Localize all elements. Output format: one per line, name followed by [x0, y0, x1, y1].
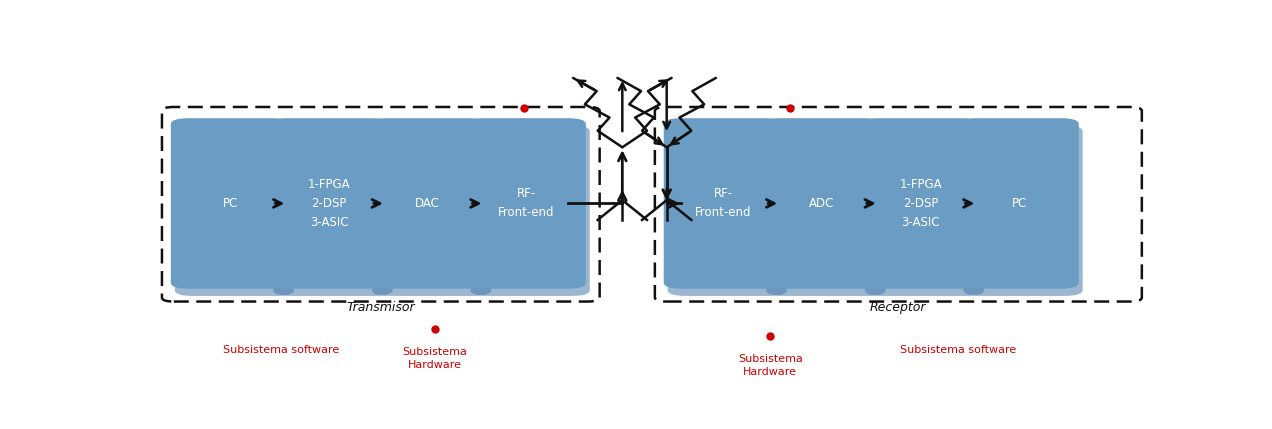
FancyBboxPatch shape: [471, 125, 590, 296]
FancyBboxPatch shape: [963, 125, 1082, 296]
FancyBboxPatch shape: [467, 118, 586, 289]
FancyBboxPatch shape: [371, 125, 491, 296]
FancyBboxPatch shape: [273, 125, 393, 296]
FancyBboxPatch shape: [959, 118, 1079, 289]
Text: RF-
Front-end: RF- Front-end: [497, 187, 555, 219]
FancyBboxPatch shape: [270, 118, 389, 289]
FancyBboxPatch shape: [668, 125, 787, 296]
Text: RF-
Front-end: RF- Front-end: [695, 187, 752, 219]
FancyBboxPatch shape: [664, 118, 784, 289]
FancyBboxPatch shape: [368, 118, 487, 289]
FancyBboxPatch shape: [762, 118, 881, 289]
Text: Subsistema software: Subsistema software: [901, 345, 1016, 356]
Text: Subsistema software: Subsistema software: [223, 345, 340, 356]
Text: Transmisor: Transmisor: [346, 301, 415, 314]
Text: Receptor: Receptor: [870, 301, 926, 314]
Text: 1-FPGA
2-DSP
3-ASIC: 1-FPGA 2-DSP 3-ASIC: [308, 178, 350, 229]
FancyBboxPatch shape: [861, 118, 981, 289]
Text: PC: PC: [223, 197, 238, 210]
FancyBboxPatch shape: [766, 125, 885, 296]
Text: ADC: ADC: [809, 197, 834, 210]
FancyBboxPatch shape: [174, 125, 294, 296]
Text: 1-FPGA
2-DSP
3-ASIC: 1-FPGA 2-DSP 3-ASIC: [899, 178, 941, 229]
FancyBboxPatch shape: [170, 118, 290, 289]
FancyBboxPatch shape: [865, 125, 985, 296]
Text: Subsistema
Hardware: Subsistema Hardware: [402, 347, 468, 370]
Text: DAC: DAC: [415, 197, 440, 210]
Text: PC: PC: [1011, 197, 1027, 210]
Text: Subsistema
Hardware: Subsistema Hardware: [738, 353, 803, 377]
